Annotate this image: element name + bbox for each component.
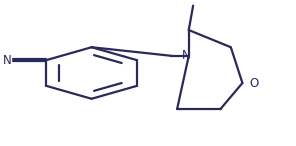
Text: O: O <box>250 77 259 89</box>
Text: N: N <box>3 54 12 67</box>
Text: N: N <box>181 49 190 62</box>
